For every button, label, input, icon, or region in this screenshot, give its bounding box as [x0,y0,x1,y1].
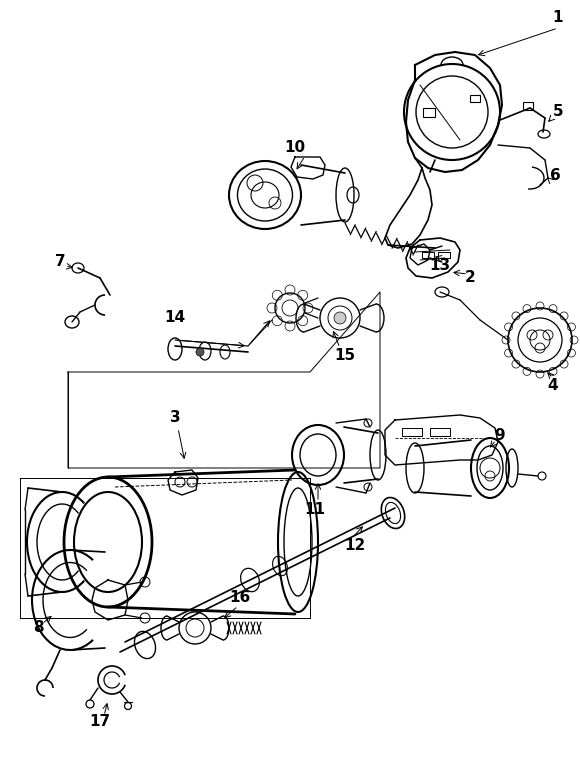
Text: 14: 14 [165,310,186,326]
Circle shape [196,348,204,356]
Bar [402,428,422,436]
Bar [422,252,434,258]
Text: 5: 5 [553,104,563,119]
Bar [470,95,480,102]
Text: 17: 17 [89,715,111,730]
Text: 15: 15 [335,348,356,362]
Text: 4: 4 [548,377,559,393]
Text: 13: 13 [429,257,451,272]
Text: 12: 12 [345,537,365,552]
Text: 16: 16 [229,591,251,606]
Bar [438,252,450,258]
Text: 8: 8 [32,620,44,635]
Text: 1: 1 [553,11,563,26]
Bar [430,428,450,436]
Text: 9: 9 [495,428,505,442]
Circle shape [334,312,346,324]
Bar [523,102,533,110]
Text: 11: 11 [304,502,325,517]
Text: 7: 7 [55,254,66,269]
Text: 6: 6 [550,167,560,183]
Text: 2: 2 [465,270,476,285]
Bar [423,108,435,117]
Text: 3: 3 [170,410,180,425]
Text: 10: 10 [284,141,306,155]
